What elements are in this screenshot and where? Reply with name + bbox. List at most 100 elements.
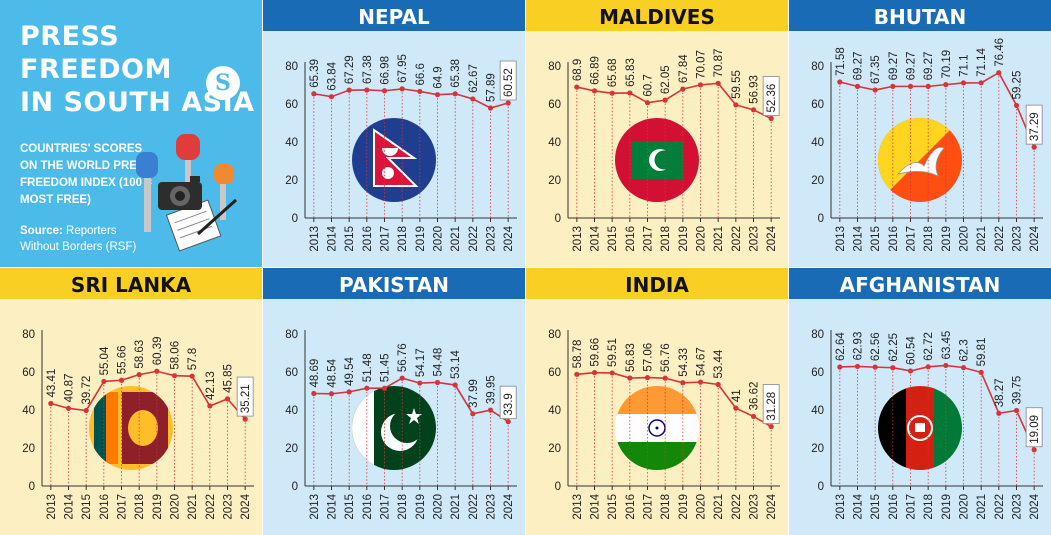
data-point [750, 107, 757, 113]
data-label: 54.17 [415, 348, 427, 377]
data-point [890, 365, 896, 371]
series-line [839, 364, 1035, 451]
data-point [434, 379, 441, 386]
data-label: 52.36 [766, 84, 778, 113]
data-point [925, 364, 931, 370]
x-tick-label: 2014 [590, 225, 602, 251]
srilanka-green [94, 392, 106, 464]
data-point [48, 400, 54, 407]
data-label: 59.66 [590, 338, 602, 367]
x-tick-label: 2022 [468, 494, 480, 520]
data-point [171, 373, 178, 379]
data-point [346, 87, 352, 93]
x-tick-label: 2022 [731, 494, 743, 520]
x-tick-label: 2015 [344, 226, 356, 252]
series-line [576, 371, 772, 428]
india-chakra-hub [655, 426, 659, 430]
data-point [837, 364, 843, 370]
data-point [907, 368, 914, 374]
chart-panel-pakistan: PAKISTAN 0 20 40 60 80 2013 2014 2015 2016 2017 201… [263, 268, 525, 535]
x-tick-label: 2017 [643, 494, 655, 520]
last-value-box [1025, 407, 1043, 448]
data-point [943, 82, 949, 88]
data-label: 70.07 [696, 50, 708, 79]
data-label: 69.27 [923, 52, 935, 81]
data-label: 51.48 [362, 353, 374, 382]
data-label: 62.72 [923, 332, 935, 361]
y-tick-label: 20 [811, 443, 824, 455]
last-value-box [762, 76, 780, 116]
x-tick-label: 2021 [976, 226, 988, 252]
y-tick-label: 60 [811, 367, 824, 379]
y-tick-label: 0 [818, 481, 824, 493]
data-label: 37.29 [1029, 112, 1041, 141]
x-tick-label: 2017 [380, 226, 392, 252]
chart-svg-sri-lanka: SRI LANKA 0 20 40 60 80 2013 2014 2015 2016 2017 20… [0, 268, 262, 535]
last-value-box [499, 385, 517, 419]
data-label: 19.09 [1029, 415, 1041, 444]
chart-panel-sri-lanka: SRI LANKA 0 20 40 60 80 2013 2014 2015 2016 2017 20… [0, 268, 262, 535]
y-tick-label: 0 [818, 213, 824, 225]
data-label: 59.81 [976, 338, 988, 367]
y-tick-label: 80 [811, 329, 824, 341]
x-tick-label: 2020 [170, 494, 182, 520]
data-point [207, 403, 213, 409]
x-tick-label: 2020 [433, 226, 445, 252]
x-tick-label: 2021 [450, 226, 462, 252]
x-tick-label: 2021 [976, 494, 988, 520]
data-point [399, 375, 405, 381]
data-point [925, 83, 931, 89]
data-label: 31.28 [766, 392, 778, 421]
nepal-moon [382, 148, 398, 156]
data-point [768, 423, 774, 430]
data-label: 41 [731, 389, 743, 402]
data-point [978, 80, 984, 86]
data-point [996, 410, 1002, 416]
x-tick-label: 2013 [309, 226, 321, 252]
data-point [346, 389, 352, 395]
chart-panel-india: INDIA 0 20 40 60 80 2013 2014 2015 2016 2017 2018 20… [526, 268, 788, 535]
x-tick-label: 2019 [941, 494, 953, 520]
data-label: 62.05 [660, 65, 672, 94]
x-tick-label: 2019 [941, 226, 953, 252]
flag-upper [878, 118, 962, 202]
data-label: 67.95 [397, 54, 409, 83]
data-point [189, 373, 195, 379]
data-label: 42.13 [205, 371, 217, 400]
x-tick-label: 2016 [625, 226, 637, 252]
chart-title: PAKISTAN [339, 273, 449, 297]
infographic-subtitle: COUNTRIES' SCORES ON THE WORLD PRESS FRE… [20, 143, 153, 206]
data-point [996, 70, 1002, 76]
data-label: 66.98 [380, 56, 392, 85]
data-label: 67.38 [362, 55, 374, 84]
chart-header-bar [526, 268, 788, 299]
data-label: 70.19 [941, 50, 953, 79]
data-label: 39.72 [81, 376, 93, 405]
data-point [434, 92, 441, 98]
y-tick-label: 0 [292, 213, 298, 225]
data-label: 62.25 [888, 333, 900, 362]
data-label: 33.9 [503, 393, 515, 415]
x-tick-label: 2015 [81, 494, 93, 520]
data-label: 60.52 [503, 68, 515, 97]
flag-body [352, 386, 436, 470]
x-tick-label: 2023 [749, 226, 761, 252]
series-line [313, 377, 509, 423]
x-tick-label: 2022 [994, 226, 1006, 252]
data-label: 58.78 [572, 340, 584, 369]
data-point [609, 90, 615, 96]
data-point [364, 87, 370, 93]
x-tick-label: 2019 [678, 226, 690, 252]
series-line [313, 88, 509, 109]
y-tick-label: 20 [548, 175, 561, 187]
data-label: 59.55 [731, 70, 743, 99]
data-point [627, 375, 633, 381]
y-tick-label: 40 [811, 405, 824, 417]
y-tick-label: 80 [811, 61, 824, 73]
data-label: 48.69 [309, 359, 321, 388]
data-label: 67.35 [870, 55, 882, 84]
data-label: 66.6 [415, 63, 427, 85]
data-point [837, 79, 843, 85]
x-tick-label: 2017 [906, 226, 918, 252]
